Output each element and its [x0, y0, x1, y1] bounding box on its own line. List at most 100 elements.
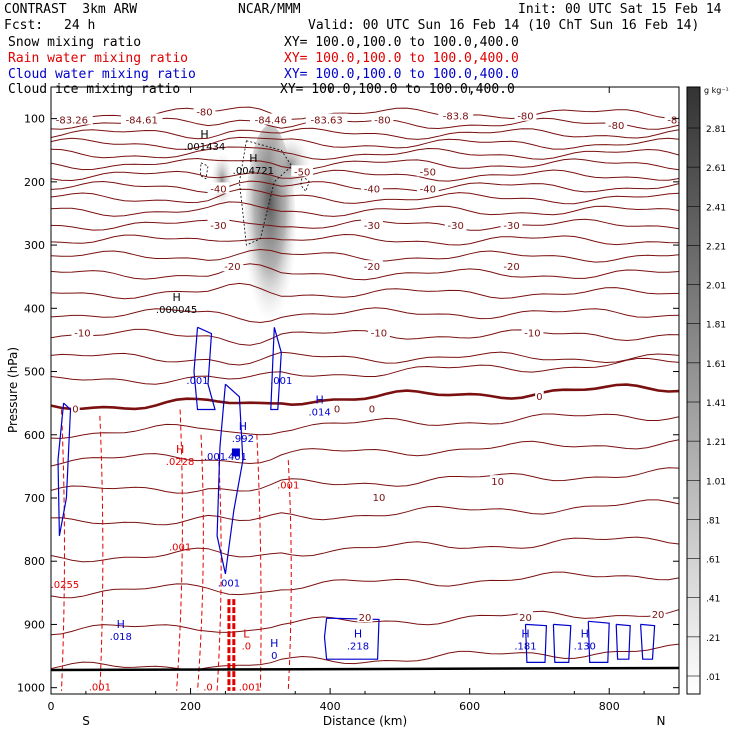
y-tick-label: 200 [24, 176, 45, 189]
contour-value-label: .001 [186, 376, 208, 387]
x-tick-label: 600 [459, 700, 480, 713]
temperature-label: -83.63 [310, 116, 342, 127]
rain-contour [99, 415, 104, 691]
temperature-label-bg [664, 113, 679, 125]
temperature-label-bg [371, 113, 394, 125]
model-title: CONTRAST 3km ARW [4, 2, 138, 17]
terrain-line [51, 666, 679, 672]
contour-value-label: .001 [270, 376, 292, 387]
temperature-label-bg [489, 475, 506, 487]
max-min-value: .181 [514, 641, 536, 652]
field-name-rain: Rain water mixing ratio [8, 51, 189, 66]
max-min-value: .001434 [184, 142, 225, 153]
temperature-label-bg [291, 165, 314, 177]
max-min-value: .004721 [233, 166, 274, 177]
cloud-water-contour [640, 623, 656, 660]
x-axis: 0 200 400 600 800 [48, 87, 645, 713]
temperature-label: -80 [196, 107, 212, 118]
colorbar-label: 1.81 [706, 321, 726, 331]
temperature-label-bg [250, 113, 292, 125]
rain-contour [287, 460, 292, 691]
temperature-contour [51, 282, 679, 300]
temperature-label-bg [193, 105, 216, 117]
forecast-value: 24 h [64, 18, 96, 33]
y-tick-label: 700 [24, 492, 45, 505]
cloud-ice-contour [238, 140, 293, 246]
colorbar-label: 2.21 [706, 242, 726, 252]
cloud-water-contour [615, 623, 631, 660]
max-min-value: .000045 [156, 305, 197, 316]
temperature-label: 20 [519, 613, 532, 624]
temperature-label: 0 [536, 392, 542, 403]
temperature-contour [51, 169, 679, 182]
temperature-label-bg [371, 490, 387, 502]
max-min-marker: H [200, 128, 208, 141]
colorbar-label: .41 [706, 595, 720, 605]
max-min-labels: H.001434H.004721H.000045H.014H.992H.0228… [110, 128, 596, 662]
y-axis-title: Pressure (hPa) [6, 347, 20, 433]
cloud-water-contours [57, 326, 656, 663]
y-tick-label: 500 [24, 366, 45, 379]
temperature-label-bg [207, 219, 230, 231]
snow-ice-shading [211, 125, 312, 345]
rain-contour [60, 409, 65, 691]
colorbar-label: 2.01 [706, 282, 726, 292]
y-tick-label: 300 [24, 239, 45, 252]
temperature-label-bg [517, 611, 534, 623]
temperature-label-bg [514, 109, 537, 121]
rain-water-contours [60, 409, 292, 691]
colorbar-label: 1.41 [706, 399, 726, 409]
max-min-marker: H [270, 637, 278, 650]
temperature-contour [51, 467, 679, 494]
temperature-contour [51, 643, 679, 671]
field-xy-snow: XY= 100.0,100.0 to 100.0,400.0 [284, 35, 519, 50]
contour-value-label: .401 [225, 452, 247, 463]
temperature-label: -83.26 [56, 116, 88, 127]
temperature-label-bg [500, 219, 523, 231]
max-min-marker: H [521, 627, 529, 640]
temperature-contour [51, 357, 679, 385]
temperature-contour [51, 328, 679, 346]
field-xy-cloud-water: XY= 100.0,100.0 to 100.0,400.0 [284, 67, 519, 82]
cloud-water-core [231, 448, 240, 457]
contour-value-label: .001 [89, 683, 111, 694]
max-min-marker: H [176, 443, 184, 456]
temperature-contour [51, 499, 679, 526]
max-min-value: 0 [271, 651, 277, 662]
x-tick-label: 0 [48, 700, 55, 713]
temperature-label-bg [444, 219, 467, 231]
y-tick-label: 600 [24, 429, 45, 442]
forecast-label: Fcst: [4, 18, 44, 33]
max-min-value: .992 [232, 434, 254, 445]
temperature-label: -80 [374, 116, 390, 127]
temperature-label: -80 [517, 112, 533, 123]
cloud-water-contour [270, 327, 282, 411]
y-tick-label: 800 [24, 555, 45, 568]
colorbar-label: 2.61 [706, 164, 726, 174]
contour-value-label: .001 [239, 683, 261, 694]
temperature-contour [51, 188, 679, 205]
temperature-label: -83 [667, 116, 683, 127]
colorbar-label: 2.41 [706, 203, 726, 213]
temperature-label-bg [605, 119, 628, 131]
colorbar-label: .01 [706, 673, 720, 683]
field-name-snow: Snow mixing ratio [8, 35, 142, 50]
temperature-label-bg [416, 182, 439, 194]
temperature-label: -50 [294, 167, 310, 178]
colorbar-label: 1.21 [706, 438, 726, 448]
temperature-contour [51, 263, 679, 281]
rain-contour [197, 434, 204, 691]
colorbar-label: .81 [706, 516, 720, 526]
max-min-marker: H [117, 618, 125, 631]
temperature-label: 20 [652, 610, 665, 621]
temperature-labels: -80 -84.61 -84.46 -83.63 -83.26 -80 -83.8 -80 -8… [51, 105, 683, 624]
temperature-contour [51, 307, 679, 324]
temperature-contour [51, 157, 679, 171]
temperature-label: 0 [369, 404, 375, 415]
y-tick-label: 1000 [17, 682, 45, 695]
cloud-water-contour [524, 623, 548, 663]
max-min-marker: H [172, 291, 180, 304]
colorbar-label: 2.81 [706, 125, 726, 135]
colorbar-label: 1.01 [706, 477, 726, 487]
